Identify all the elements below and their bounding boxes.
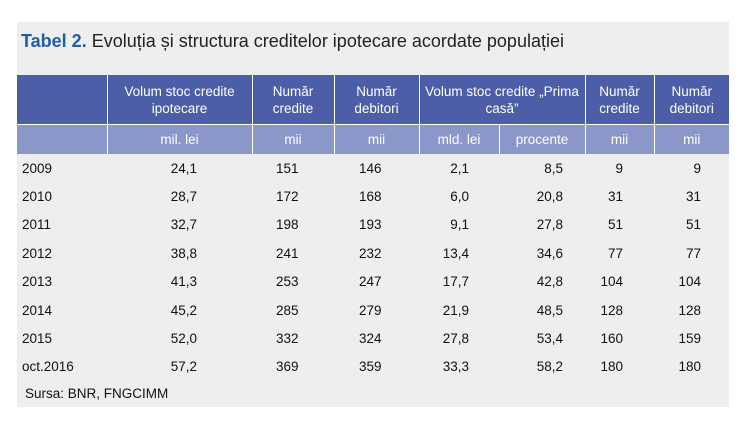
header-numar-debitori-pc: Număr debitori bbox=[653, 75, 729, 125]
header-numar-debitori: Număr debitori bbox=[333, 75, 419, 125]
table-cell: 9,1 bbox=[450, 217, 469, 233]
table-cell: 45,2 bbox=[170, 302, 197, 318]
table-cell: 247 bbox=[359, 274, 382, 290]
table-cell: 42,8 bbox=[536, 274, 563, 290]
table-cell: 146 bbox=[359, 160, 382, 176]
table-cell: 41,3 bbox=[170, 274, 197, 290]
table-cell: 27,8 bbox=[442, 331, 469, 347]
table-cell: 58,2 bbox=[536, 359, 563, 375]
table-cell: 128 bbox=[600, 302, 623, 318]
table-cell: 232 bbox=[359, 245, 382, 261]
table-cell: 33,3 bbox=[442, 359, 469, 375]
table-cell: 9 bbox=[693, 160, 701, 176]
table-cell: 31 bbox=[607, 189, 623, 205]
table-cell: 285 bbox=[276, 302, 299, 318]
table-cell: 359 bbox=[359, 359, 382, 375]
table-cell: 28,7 bbox=[170, 189, 197, 205]
table-title-text: Evoluția și structura creditelor ipoteca… bbox=[91, 31, 564, 51]
table-cell: 253 bbox=[276, 274, 299, 290]
year-cell: oct.2016 bbox=[22, 359, 74, 375]
table-cell: 159 bbox=[678, 331, 701, 347]
header-empty bbox=[17, 75, 107, 125]
table-cell: 34,6 bbox=[536, 245, 563, 261]
table-cell: 48,5 bbox=[536, 302, 563, 318]
table-cell: 369 bbox=[276, 359, 299, 375]
table-cell: 241 bbox=[276, 245, 299, 261]
data-table: Volum stoc credite ipotecare Număr credi… bbox=[17, 75, 729, 381]
table-cell: 51 bbox=[685, 217, 701, 233]
table-cell: 6,0 bbox=[450, 189, 469, 205]
year-cell: 2010 bbox=[22, 189, 53, 205]
table-cell: 193 bbox=[359, 217, 382, 233]
year-cell: 2014 bbox=[22, 302, 53, 318]
table-row: 2011 32,7 198 193 9,1 27,8 51 51 bbox=[17, 211, 729, 239]
table-cell: 77 bbox=[607, 245, 623, 261]
table-cell: 27,8 bbox=[536, 217, 563, 233]
table-row: 2010 28,7 172 168 6,0 20,8 31 31 bbox=[17, 182, 729, 210]
table-cell: 160 bbox=[600, 331, 623, 347]
table-row: oct.2016 57,2 369 359 33,3 58,2 180 180 bbox=[17, 353, 729, 381]
unit-cell: mil. lei bbox=[106, 124, 252, 154]
table-cell: 198 bbox=[276, 217, 299, 233]
table-row: 2012 38,8 241 232 13,4 34,6 77 77 bbox=[17, 239, 729, 267]
table-cell: 279 bbox=[359, 302, 382, 318]
table-cell: 151 bbox=[276, 160, 299, 176]
table-cell: 324 bbox=[359, 331, 382, 347]
table-cell: 128 bbox=[678, 302, 701, 318]
table-cell: 13,4 bbox=[442, 245, 469, 261]
table-cell: 52,0 bbox=[170, 331, 197, 347]
table-row: 2009 24,1 151 146 2,1 8,5 9 9 bbox=[17, 154, 729, 182]
unit-cell: mld. lei bbox=[418, 124, 499, 154]
table-cell: 180 bbox=[600, 359, 623, 375]
source-note: Sursa: BNR, FNGCIMM bbox=[25, 386, 169, 401]
table-cell: 2,1 bbox=[450, 160, 469, 176]
table-cell: 38,8 bbox=[170, 245, 197, 261]
unit-cell: procente bbox=[498, 124, 585, 154]
table-row: 2013 41,3 253 247 17,7 42,8 104 104 bbox=[17, 268, 729, 296]
unit-cell bbox=[17, 124, 107, 154]
year-cell: 2011 bbox=[22, 217, 52, 233]
table-cell: 31 bbox=[685, 189, 701, 205]
table-cell: 57,2 bbox=[170, 359, 197, 375]
year-cell: 2009 bbox=[22, 160, 53, 176]
table-cell: 77 bbox=[685, 245, 701, 261]
year-cell: 2012 bbox=[22, 245, 53, 261]
header-numar-credite: Număr credite bbox=[251, 75, 334, 125]
table-panel: Tabel 2. Evoluția și structura creditelo… bbox=[17, 22, 729, 407]
header-volum-stoc: Volum stoc credite ipotecare bbox=[106, 75, 252, 125]
table-cell: 17,7 bbox=[442, 274, 469, 290]
table-cell: 21,9 bbox=[442, 302, 469, 318]
unit-cell: mii bbox=[333, 124, 419, 154]
table-cell: 332 bbox=[276, 331, 299, 347]
table-cell: 9 bbox=[615, 160, 623, 176]
units-row: mil. lei mii mii mld. lei procente mii m… bbox=[17, 124, 729, 154]
unit-cell: mii bbox=[584, 124, 654, 154]
table-cell: 32,7 bbox=[170, 217, 197, 233]
table-cell: 104 bbox=[678, 274, 701, 290]
table-title: Tabel 2. Evoluția și structura creditelo… bbox=[21, 31, 564, 52]
unit-cell: mii bbox=[653, 124, 729, 154]
header-prima-casa: Volum stoc credite „Prima casă” bbox=[418, 75, 585, 125]
table-row: 2014 45,2 285 279 21,9 48,5 128 128 bbox=[17, 296, 729, 324]
table-cell: 8,5 bbox=[544, 160, 563, 176]
year-cell: 2013 bbox=[22, 274, 53, 290]
table-cell: 104 bbox=[600, 274, 623, 290]
table-cell: 172 bbox=[276, 189, 299, 205]
header-numar-credite-pc: Număr credite bbox=[584, 75, 654, 125]
unit-cell: mii bbox=[251, 124, 334, 154]
table-row: 2015 52,0 332 324 27,8 53,4 160 159 bbox=[17, 324, 729, 352]
table-cell: 20,8 bbox=[536, 189, 563, 205]
table-cell: 180 bbox=[678, 359, 701, 375]
table-cell: 168 bbox=[359, 189, 382, 205]
table-cell: 24,1 bbox=[170, 160, 197, 176]
table-cell: 53,4 bbox=[536, 331, 563, 347]
header-row: Volum stoc credite ipotecare Număr credi… bbox=[17, 75, 729, 125]
year-cell: 2015 bbox=[22, 331, 53, 347]
table-cell: 51 bbox=[607, 217, 623, 233]
table-number: Tabel 2. bbox=[21, 31, 87, 51]
